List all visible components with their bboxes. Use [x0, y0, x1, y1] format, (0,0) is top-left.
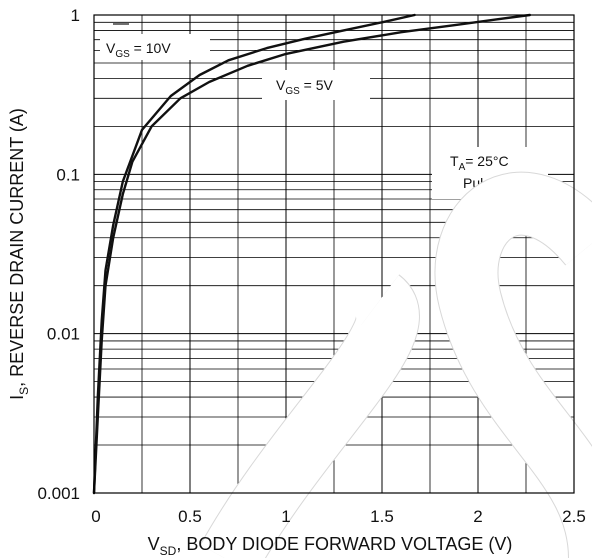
x-axis-title-sub: SD: [160, 544, 177, 558]
series-label-vgs-5v: VGS = 5V: [276, 77, 334, 97]
series-line-1: [92, 13, 531, 495]
legend-label-bg-10v: [100, 34, 210, 60]
watermark: [200, 171, 592, 558]
x-tick-label: 0: [91, 507, 100, 526]
plot-frame: [93, 14, 575, 494]
x-tick-label: 2.5: [562, 507, 586, 526]
series-label-vgs-5v-sub: GS: [285, 86, 300, 97]
y-axis-title: IS, REVERSE DRAIN CURRENT (A): [7, 108, 31, 400]
x-tick-label: 1: [281, 507, 290, 526]
y-tick-label: 0.1: [56, 165, 80, 184]
series-label-vgs-10v-sub: GS: [115, 49, 130, 60]
series-layer: [92, 13, 531, 495]
annotation-temperature-main: T: [450, 153, 459, 169]
x-axis-title: VSD, BODY DIODE FORWARD VOLTAGE (V): [148, 534, 513, 558]
annotation-temperature-rest: = 25°C: [465, 153, 508, 169]
x-axis-title-rest: , BODY DIODE FORWARD VOLTAGE (V): [176, 534, 512, 554]
y-tick-labels: 0.001 0.01 0.1 1: [37, 6, 80, 503]
y-axis-title-rest: , REVERSE DRAIN CURRENT (A): [7, 108, 27, 387]
series-label-vgs-10v: VGS = 10V: [106, 40, 171, 60]
annotation-temperature-sub: A: [459, 162, 466, 173]
legend-label-bg-5v: [262, 70, 370, 100]
y-tick-label: 0.01: [47, 325, 80, 344]
x-tick-label: 1.5: [370, 507, 394, 526]
series-line-0: [92, 13, 416, 495]
x-tick-label: 2: [473, 507, 482, 526]
y-axis-title-sub: S: [17, 387, 31, 395]
y-tick-label: 1: [71, 6, 80, 25]
annotation-temperature: TA= 25°C: [450, 153, 509, 173]
x-tick-label: 0.5: [178, 507, 202, 526]
series-label-vgs-5v-rest: = 5V: [300, 77, 334, 93]
series-label-vgs-10v-main: V: [106, 40, 116, 56]
series-label-vgs-5v-main: V: [276, 77, 286, 93]
y-axis-title-main: I: [7, 395, 27, 400]
y-tick-label: 0.001: [37, 484, 80, 503]
x-tick-labels: 0 0.5 1 1.5 2 2.5: [91, 507, 586, 526]
x-axis-title-main: V: [148, 534, 160, 554]
series-label-vgs-10v-rest: = 10V: [130, 40, 172, 56]
